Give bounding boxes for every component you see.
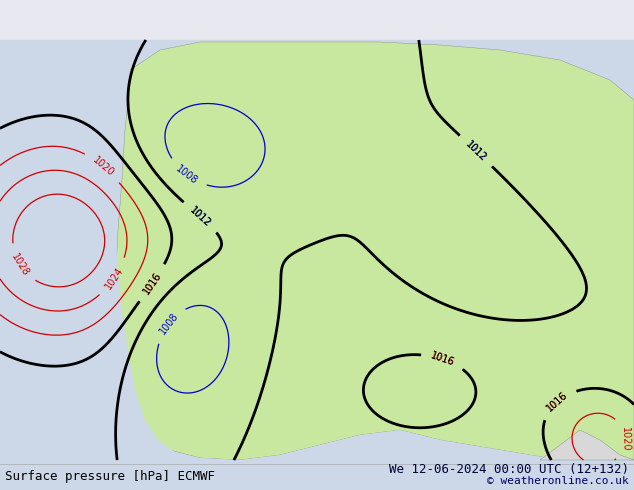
Text: 1012: 1012 [188,205,213,229]
Text: 1016: 1016 [141,270,164,296]
Text: Surface pressure [hPa] ECMWF: Surface pressure [hPa] ECMWF [5,469,215,483]
Text: 1016: 1016 [430,351,456,368]
Text: 1012: 1012 [463,139,488,163]
Polygon shape [0,40,634,490]
Text: 1024: 1024 [103,265,126,291]
Text: 1012: 1012 [463,139,488,163]
Text: © weatheronline.co.uk: © weatheronline.co.uk [488,476,629,486]
Text: 1012: 1012 [188,205,213,229]
Polygon shape [115,42,634,460]
Polygon shape [540,430,634,460]
Text: 1016: 1016 [545,390,569,414]
Text: 1028: 1028 [9,251,30,278]
Text: 1008: 1008 [174,163,200,186]
Text: 1016: 1016 [545,390,569,414]
Text: 1008: 1008 [157,311,180,337]
Text: 1020: 1020 [91,155,116,178]
Text: 1020: 1020 [619,426,630,451]
Text: 1016: 1016 [430,351,456,368]
Bar [0,40,634,460]
Text: 1016: 1016 [141,270,164,296]
Text: We 12-06-2024 00:00 UTC (12+132): We 12-06-2024 00:00 UTC (12+132) [389,463,629,475]
